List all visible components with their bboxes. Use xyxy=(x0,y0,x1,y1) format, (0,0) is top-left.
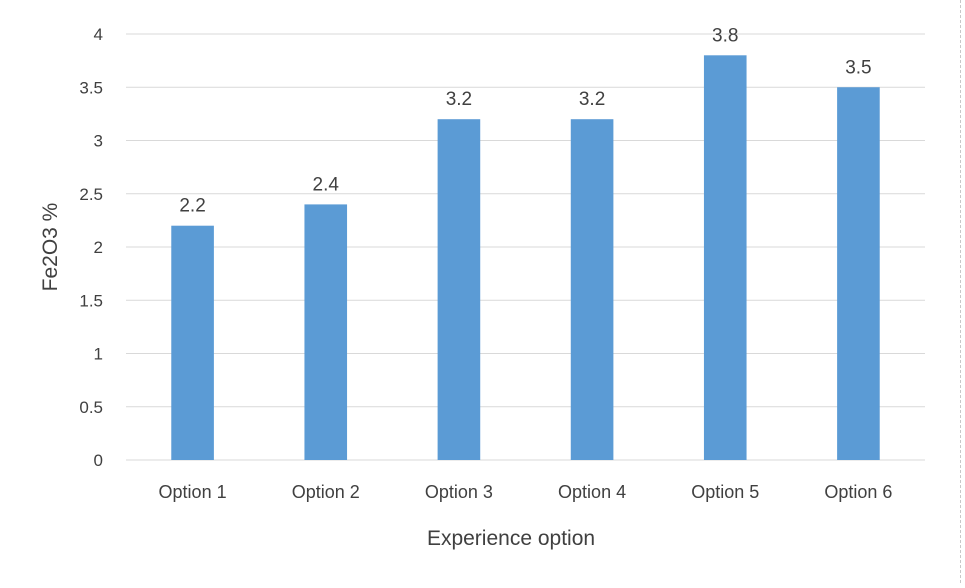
bar xyxy=(703,55,747,461)
bar xyxy=(437,119,481,460)
x-tick-label: Option 6 xyxy=(824,482,892,502)
y-tick-label: 2.5 xyxy=(79,185,103,204)
x-tick-label: Option 1 xyxy=(159,482,227,502)
data-label: 3.2 xyxy=(446,89,472,110)
data-labels: 2.2 2.4 3.2 3.2 3.8 3.5 xyxy=(179,25,871,216)
data-label: 3.2 xyxy=(579,89,605,110)
x-axis-tick-labels: Option 1 Option 2 Option 3 Option 4 Option 5… xyxy=(159,482,893,502)
y-tick-label: 2 xyxy=(94,238,103,257)
gridlines xyxy=(126,33,925,461)
bar xyxy=(304,204,348,460)
y-tick-label: 1.5 xyxy=(79,291,103,310)
y-tick-label: 4 xyxy=(94,25,103,44)
bars xyxy=(171,55,880,461)
y-axis-tick-labels: 0 0.5 1 1.5 2 2.5 3 3.5 4 xyxy=(79,25,103,470)
bar xyxy=(171,225,214,460)
chart-frame-border xyxy=(960,0,961,583)
data-label: 2.2 xyxy=(179,196,205,217)
y-tick-label: 1 xyxy=(94,345,103,364)
x-tick-label: Option 5 xyxy=(691,482,759,502)
x-tick-label: Option 2 xyxy=(292,482,360,502)
data-label: 2.4 xyxy=(313,174,340,195)
x-tick-label: Option 4 xyxy=(558,482,626,502)
x-tick-label: Option 3 xyxy=(425,482,493,502)
data-label: 3.5 xyxy=(845,57,871,78)
y-axis-title: Fe2O3 % xyxy=(39,203,62,292)
bar xyxy=(837,87,880,460)
y-tick-label: 0 xyxy=(94,451,103,470)
bar xyxy=(570,119,614,460)
y-tick-label: 3 xyxy=(94,132,103,151)
y-tick-label: 3.5 xyxy=(79,78,103,97)
x-axis-title: Experience option xyxy=(427,527,595,550)
y-tick-label: 0.5 xyxy=(79,398,103,417)
data-label: 3.8 xyxy=(712,25,738,46)
